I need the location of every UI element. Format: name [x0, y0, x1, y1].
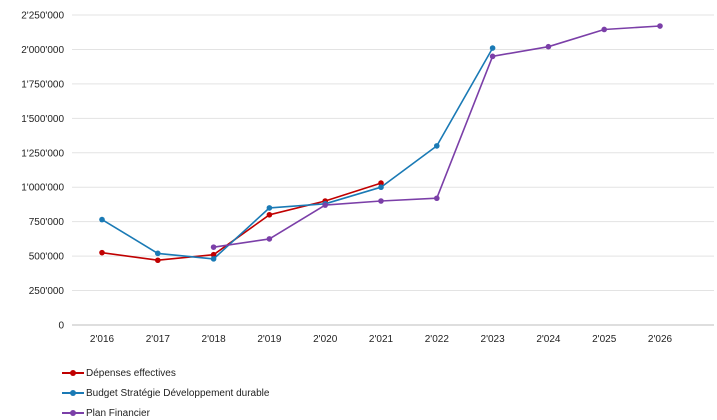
x-tick-label: 2'025	[592, 334, 617, 345]
data-point	[434, 143, 440, 149]
y-tick-label: 2'250'000	[21, 11, 64, 22]
data-point	[155, 257, 161, 264]
x-axis-ticks: 2'016 2'017 2'018 2'019 2'020 2'021 2'022 2'023…	[90, 334, 673, 345]
data-point	[378, 180, 384, 186]
x-tick-label: 2'021	[369, 334, 394, 345]
x-tick-label: 2'024	[536, 334, 561, 345]
y-tick-label: 1'500'000	[21, 114, 64, 125]
series-3	[210, 23, 663, 250]
series-line	[213, 25, 661, 248]
data-point	[434, 195, 440, 202]
x-tick-label: 2'017	[146, 334, 171, 345]
y-tick-label: 1'000'000	[21, 183, 64, 194]
data-point	[266, 211, 273, 218]
y-tick-label: 0	[58, 321, 64, 332]
series-layer	[99, 23, 663, 264]
data-point	[489, 45, 496, 51]
data-point	[657, 23, 663, 29]
data-point	[266, 236, 273, 242]
data-point	[378, 184, 384, 191]
data-point	[210, 251, 217, 258]
x-tick-label: 2'018	[202, 334, 227, 345]
y-tick-label: 1'250'000	[21, 148, 64, 159]
data-point	[155, 250, 161, 257]
data-point	[99, 216, 105, 223]
series-line	[101, 182, 382, 261]
series-2	[99, 45, 496, 262]
data-point	[266, 205, 273, 211]
data-point	[545, 43, 552, 50]
x-tick-label: 2'026	[648, 334, 673, 345]
y-tick-label: 750'000	[29, 217, 65, 228]
data-point	[210, 244, 217, 250]
data-point	[601, 26, 607, 33]
y-tick-label: 1'750'000	[21, 79, 64, 90]
data-point	[378, 198, 384, 204]
data-point	[322, 202, 329, 208]
y-tick-label: 2'000'000	[21, 45, 64, 56]
x-tick-label: 2'022	[425, 334, 450, 345]
y-tick-label: 250'000	[29, 286, 65, 297]
x-tick-label: 2'019	[257, 334, 282, 345]
data-point	[99, 249, 105, 256]
x-tick-label: 2'016	[90, 334, 115, 345]
grid-lines	[72, 14, 714, 326]
x-tick-label: 2'020	[313, 334, 338, 345]
y-tick-label: 500'000	[29, 252, 65, 263]
data-point	[489, 53, 496, 60]
series-1	[99, 180, 384, 264]
y-axis-ticks: 0 250'000 500'000 750'000 1'000'000 1'250'000…	[21, 11, 64, 332]
data-point	[210, 256, 217, 262]
series-line	[101, 47, 494, 260]
x-tick-label: 2'023	[481, 334, 506, 345]
